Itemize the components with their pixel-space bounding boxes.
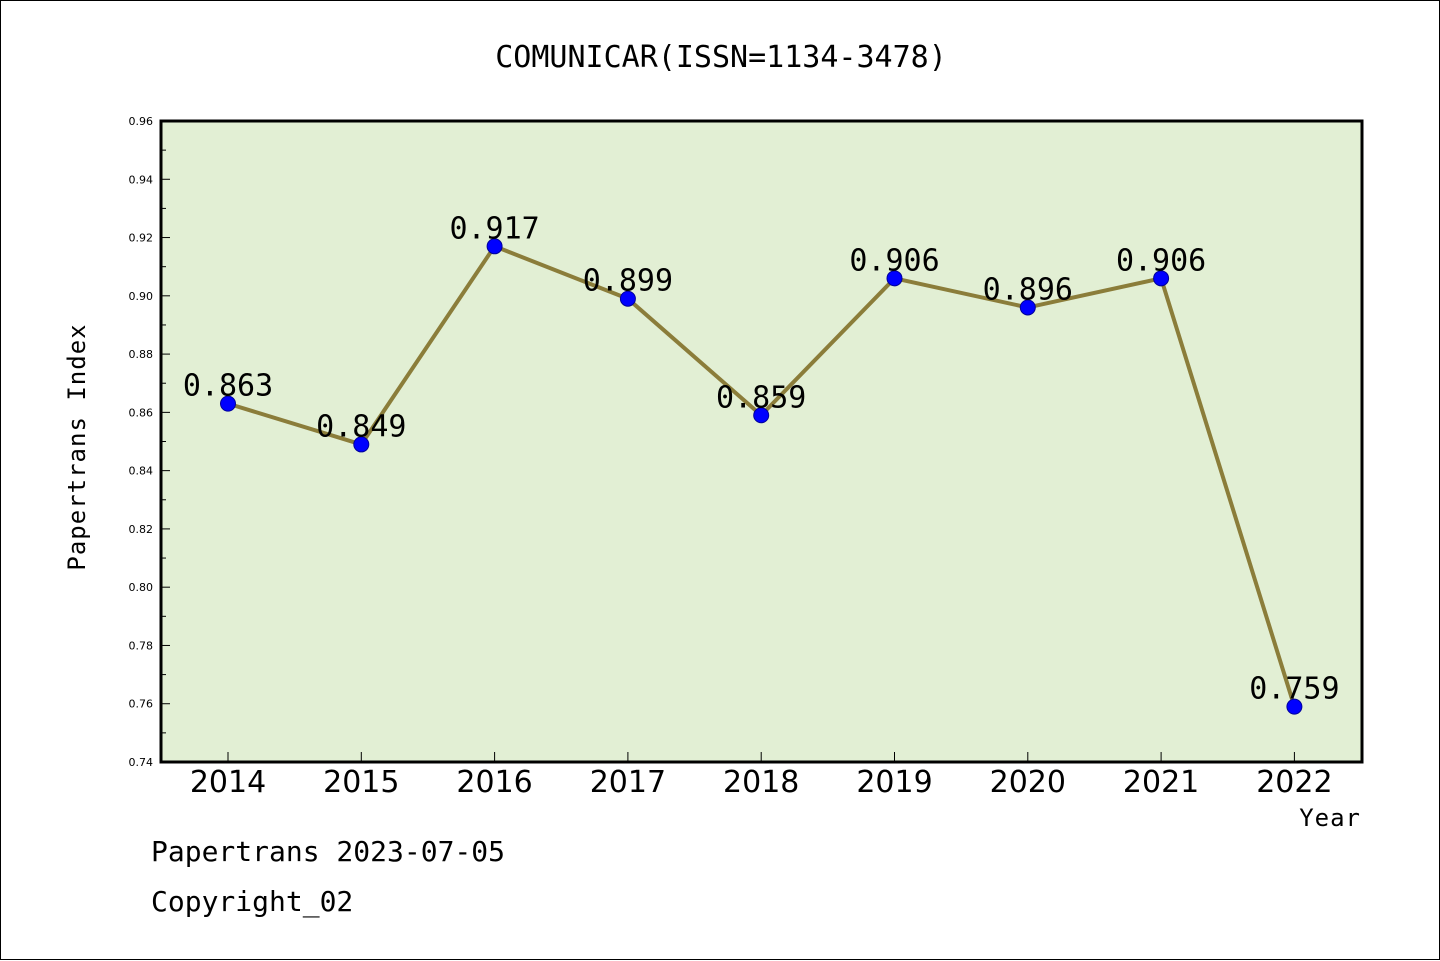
data-label: 0.896 (983, 272, 1073, 307)
data-label: 0.759 (1249, 672, 1339, 707)
x-tick-label: 2018 (723, 765, 799, 800)
x-tick-label: 2019 (856, 765, 932, 800)
data-point (753, 407, 770, 424)
data-label: 0.906 (1116, 243, 1206, 278)
footer-copyright: Copyright_02 (151, 885, 354, 918)
y-tick-label: 0.82 (129, 523, 154, 536)
y-tick-label: 0.80 (129, 581, 154, 594)
data-point (886, 270, 903, 287)
data-label: 0.863 (183, 369, 273, 404)
plot-frame (159, 119, 1364, 764)
data-label: 0.859 (716, 380, 806, 415)
x-tick-label: 2021 (1123, 765, 1199, 800)
y-tick-label: 0.76 (129, 698, 154, 711)
data-label: 0.906 (849, 243, 939, 278)
data-point (1286, 698, 1303, 715)
y-tick-label: 0.88 (129, 348, 154, 361)
y-tick-label: 0.94 (129, 173, 154, 186)
data-point (1153, 270, 1170, 287)
data-label: 0.849 (316, 409, 406, 444)
x-tick-label: 2020 (990, 765, 1066, 800)
x-tick-label: 2016 (456, 765, 532, 800)
y-axis-title: Papertrans Index (63, 323, 91, 570)
chart-title: COMUNICAR(ISSN=1134-3478) (495, 40, 947, 75)
x-axis-title: Year (1299, 804, 1361, 832)
y-tick-label: 0.74 (129, 756, 154, 769)
series-group: 0.863 0.849 0.917 0.899 0.859 0.906 0.896 0.906… (183, 211, 1340, 715)
y-tick-label: 0.78 (129, 639, 154, 652)
x-axis: 2014 2015 2016 2017 2018 2019 2020 2021 2022 (190, 752, 1333, 800)
data-point (1019, 299, 1036, 316)
y-axis: 0.74 0.76 0.78 0.80 0.82 0.84 0.86 0.88 0.90 0.92… (129, 115, 170, 769)
y-tick-label: 0.96 (129, 115, 154, 128)
y-tick-label: 0.84 (129, 465, 154, 478)
x-tick-label: 2015 (323, 765, 399, 800)
x-tick-label: 2017 (590, 765, 666, 800)
data-point (619, 290, 636, 307)
data-label: 0.899 (583, 264, 673, 299)
y-tick-label: 0.92 (129, 232, 154, 245)
data-point (220, 395, 236, 412)
y-tick-label: 0.90 (129, 290, 154, 303)
footer-date: Papertrans 2023-07-05 (151, 835, 506, 868)
y-tick-label: 0.86 (129, 406, 154, 419)
data-point (486, 238, 503, 255)
x-tick-label: 2022 (1256, 765, 1332, 800)
x-tick-label: 2014 (190, 765, 266, 800)
data-label: 0.917 (449, 211, 539, 246)
data-point (353, 436, 370, 453)
